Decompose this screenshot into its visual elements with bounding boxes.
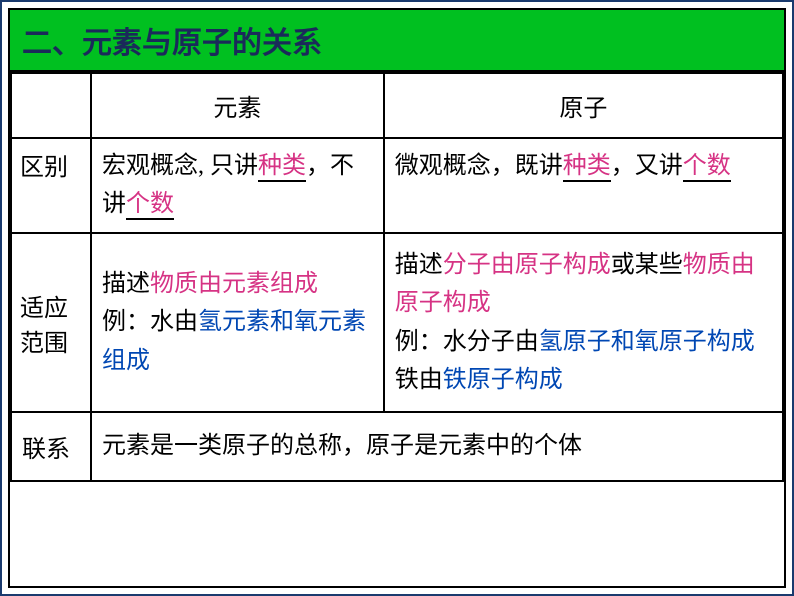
diff-label: 区别 — [11, 138, 91, 233]
diff-at-blank1: 种类 — [563, 153, 611, 182]
scope-label: 适应 范围 — [11, 233, 91, 413]
diff-at-blank2: 个数 — [683, 153, 731, 182]
diff-atom-cell: 微观概念，既讲种类，又讲个数 — [384, 138, 783, 233]
relation-content: 元素是一类原子的总称，原子是元素中的个体 — [91, 412, 783, 480]
scope-element-cell: 描述物质由元素组成 例：水由氢元素和氧元素组成 — [91, 233, 384, 413]
scope-row: 适应 范围 描述物质由元素组成 例：水由氢元素和氧元素组成 描述分子由原子构成或… — [11, 233, 783, 413]
header-atom: 原子 — [384, 73, 783, 138]
comparison-table: 元素 原子 区别 宏观概念, 只讲种类，不讲个数 微观概念，既讲种类，又讲个数 … — [10, 72, 784, 482]
scope-at-l3b: 铁由 — [395, 367, 443, 393]
diff-el-blank1: 种类 — [258, 153, 306, 182]
scope-label-l2: 范围 — [20, 331, 68, 357]
scope-label-l1: 适应 — [20, 296, 68, 322]
scope-at-l1b: 描述 — [395, 252, 443, 278]
scope-atom-cell: 描述分子由原子构成或某些物质由原子构成 例：水分子由氢原子和氧原子构成 铁由铁原… — [384, 233, 783, 413]
scope-el-l1b: 描述 — [102, 271, 150, 297]
scope-at-l3bl: 铁原子构成 — [443, 367, 563, 393]
title-bar: 二、元素与原子的关系 — [10, 10, 784, 72]
relation-row: 联系 元素是一类原子的总称，原子是元素中的个体 — [11, 412, 783, 480]
header-row: 元素 原子 — [11, 73, 783, 138]
scope-at-l1b2: 或某些 — [611, 252, 683, 278]
main-container: 二、元素与原子的关系 元素 原子 区别 宏观概念, 只讲种类，不讲个数 微观概念… — [8, 8, 786, 588]
diff-at-p2: ，又讲 — [611, 153, 683, 179]
scope-at-l2b: 例：水分子由 — [395, 329, 539, 355]
header-empty — [11, 73, 91, 138]
scope-at-l1p1: 分子由原子构成 — [443, 252, 611, 278]
relation-label: 联系 — [11, 412, 91, 480]
diff-el-p1: 宏观概念, 只讲 — [102, 153, 258, 179]
scope-el-l1p: 物质由元素组成 — [150, 271, 318, 297]
scope-el-l2b: 例：水由 — [102, 309, 198, 335]
diff-el-blank2: 个数 — [126, 191, 174, 220]
diff-at-p1: 微观概念，既讲 — [395, 153, 563, 179]
scope-at-l2bl: 氢原子和氧原子构成 — [539, 329, 755, 355]
section-title: 二、元素与原子的关系 — [22, 27, 322, 60]
header-element: 元素 — [91, 73, 384, 138]
diff-element-cell: 宏观概念, 只讲种类，不讲个数 — [91, 138, 384, 233]
difference-row: 区别 宏观概念, 只讲种类，不讲个数 微观概念，既讲种类，又讲个数 — [11, 138, 783, 233]
